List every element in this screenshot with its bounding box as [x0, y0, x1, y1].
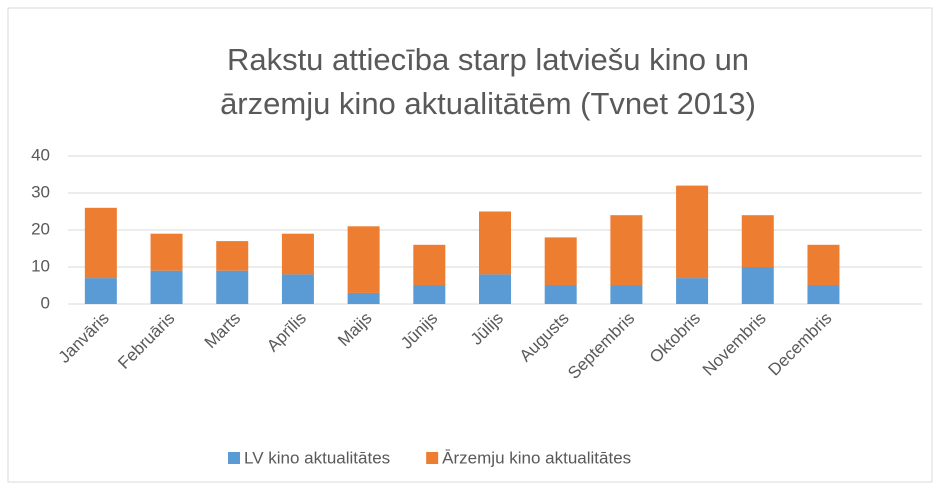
- bar-segment: [216, 241, 249, 271]
- legend-swatch: [228, 452, 240, 464]
- bar-segment: [807, 285, 840, 304]
- bar-segment: [84, 207, 117, 279]
- bar-segment: [610, 285, 643, 304]
- bar-segment: [413, 244, 446, 286]
- chart-border: [7, 7, 933, 483]
- bar-segment: [216, 270, 249, 304]
- bar-segment: [479, 274, 511, 304]
- bar-segment: [413, 285, 446, 304]
- chart-title: ārzemju kino aktualitātēm (Tvnet 2013): [220, 86, 756, 121]
- bar-segment: [544, 237, 577, 286]
- bar-segment: [676, 185, 709, 279]
- bar-segment: [347, 292, 380, 304]
- bar-segment: [150, 270, 183, 304]
- legend-swatch: [426, 452, 439, 464]
- bar-segment: [281, 233, 314, 275]
- bar-segment: [741, 215, 774, 267]
- bar-segment: [347, 226, 380, 293]
- y-tick-label: 20: [31, 219, 50, 238]
- bar-segment: [281, 274, 314, 304]
- y-tick-label: 30: [31, 182, 50, 201]
- legend-label: Ārzemju kino aktualitātes: [442, 448, 631, 467]
- y-tick-label: 10: [31, 256, 50, 275]
- legend-label: LV kino aktualitātes: [244, 448, 390, 467]
- bar-segment: [84, 278, 117, 304]
- y-tick-label: 40: [31, 145, 50, 164]
- bar-segment: [544, 285, 577, 304]
- bar-segment: [150, 233, 183, 271]
- bar-segment: [807, 244, 840, 286]
- bar-segment: [676, 278, 709, 304]
- chart-title: Rakstu attiecība starp latviešu kino un: [227, 42, 749, 77]
- bar-segment: [479, 211, 511, 275]
- y-tick-label: 0: [41, 293, 50, 312]
- bar-segment: [610, 215, 643, 286]
- bar-segment: [741, 267, 774, 304]
